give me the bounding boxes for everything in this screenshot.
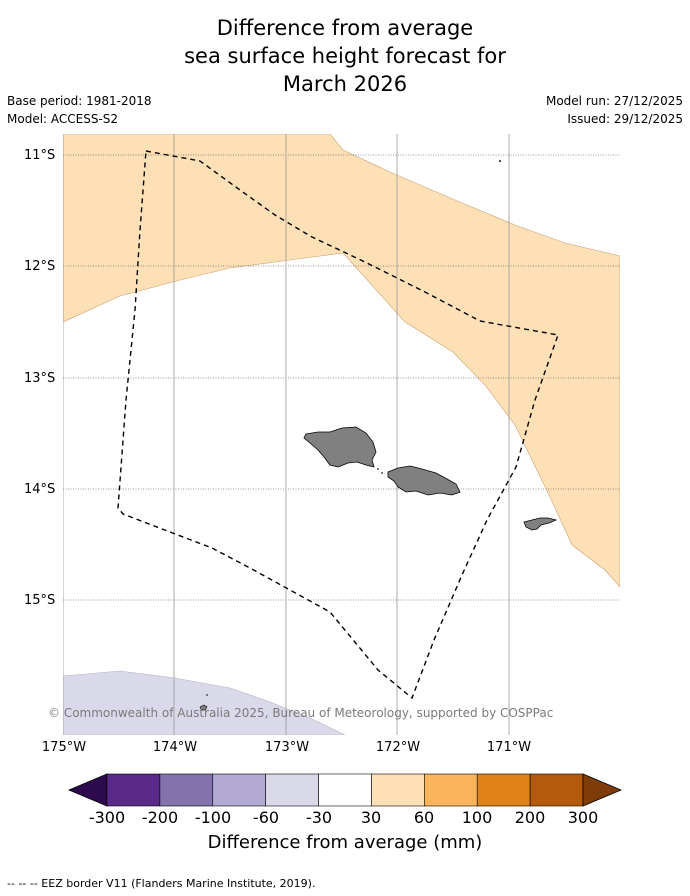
colorbar-segment [318, 773, 372, 807]
colorbar-label: Difference from average (mm) [207, 832, 483, 853]
colorbar-tick-8: 200 [514, 808, 546, 827]
latitude-gridlines [63, 154, 620, 601]
niuafoou-island [199, 704, 208, 711]
negative-anomaly-region [63, 670, 346, 735]
lon-label-173w: 173°W [264, 740, 310, 755]
small-islet [206, 694, 208, 696]
apolima-island [381, 472, 383, 474]
colorbar-tick-5: 30 [360, 808, 382, 827]
issued-text: Issued: 29/12/2025 [567, 112, 683, 126]
lon-label-175w: 175°W [41, 740, 87, 755]
colorbar-segment [212, 773, 266, 807]
colorbar-segment [265, 773, 319, 807]
colorbar [67, 773, 623, 807]
tutuila-island [523, 517, 558, 531]
eez-legend-footer: -- -- -- EEZ border V11 (Flanders Marine… [7, 877, 316, 890]
colorbar-tick-9: 300 [567, 808, 599, 827]
lat-label-15s: 15°S [24, 593, 56, 608]
title-line-3: March 2026 [282, 72, 408, 96]
colorbar-tick-1: -200 [141, 808, 179, 827]
colorbar-segment [476, 773, 531, 807]
colorbar-segment [371, 773, 425, 807]
lat-label-12s: 12°S [24, 259, 56, 274]
model-run-text: Model run: 27/12/2025 [545, 94, 683, 108]
lon-label-174w: 174°W [152, 740, 198, 755]
colorbar-segment [424, 773, 478, 807]
lon-label-172w: 172°W [375, 740, 421, 755]
colorbar-segments [106, 773, 584, 807]
title-line-1: Difference from average [216, 16, 474, 40]
credit-text: © Commonwealth of Australia 2025, Bureau… [48, 706, 554, 720]
eez-border [117, 150, 559, 700]
map-plot-area [63, 134, 620, 735]
savaii-island [303, 426, 377, 468]
manono-island [377, 468, 379, 470]
lon-label-171w: 171°W [486, 740, 532, 755]
colorbar-under-triangle [67, 773, 108, 807]
colorbar-tick-6: 60 [413, 808, 435, 827]
colorbar-tick-0: -300 [88, 808, 126, 827]
colorbar-tick-4: -30 [305, 808, 333, 827]
meta-left: Base period: 1981-2018 Model: ACCESS-S2 [7, 92, 152, 128]
colorbar-over-triangle [582, 773, 623, 807]
positive-anomaly-region [63, 134, 620, 588]
base-period-text: Base period: 1981-2018 [7, 94, 152, 108]
lat-label-11s: 11°S [24, 148, 56, 163]
colorbar-tick-3: -60 [252, 808, 280, 827]
lat-label-14s: 14°S [24, 482, 56, 497]
colorbar-segment [159, 773, 214, 807]
longitude-gridlines [63, 134, 510, 735]
title-line-2: sea surface height forecast for [184, 44, 506, 68]
meta-right: Model run: 27/12/2025 Issued: 29/12/2025 [546, 92, 683, 128]
upolu-island [387, 465, 461, 496]
colorbar-tick-2: -100 [194, 808, 232, 827]
colorbar-tick-7: 100 [461, 808, 493, 827]
model-text: Model: ACCESS-S2 [7, 112, 119, 126]
swains-island [498, 159, 502, 163]
colorbar-segment [529, 773, 584, 807]
lat-label-13s: 13°S [24, 371, 56, 386]
colorbar-segment [106, 773, 161, 807]
chart-title: Difference from average sea surface heig… [0, 14, 690, 98]
